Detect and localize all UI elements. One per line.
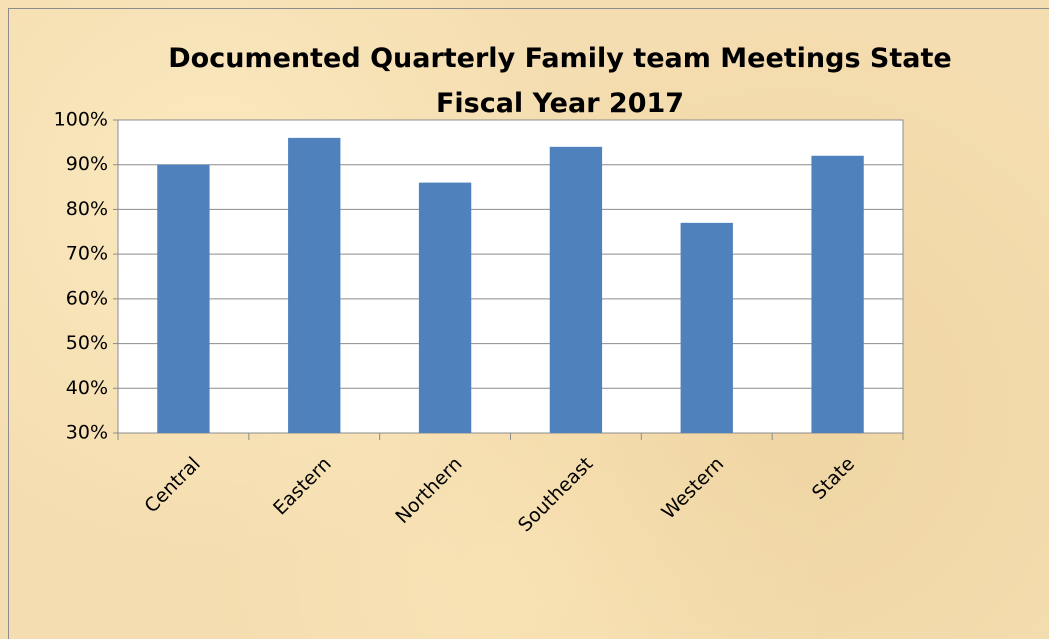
chart-title: Documented Quarterly Family team Meeting… [168, 43, 952, 119]
bar [418, 182, 472, 433]
y-tick-label: 70% [66, 243, 108, 265]
x-tick-label: Northern [391, 453, 466, 528]
bar [549, 146, 603, 434]
bar [288, 137, 341, 433]
y-tick-label: 50% [66, 332, 108, 354]
chart-frame [8, 8, 1049, 639]
x-tick-label: Southeast [514, 453, 597, 536]
x-tick-label: State [808, 453, 859, 504]
y-tick-label: 90% [66, 153, 108, 175]
x-tick-label: Eastern [269, 453, 336, 520]
y-tick-label: 40% [66, 377, 108, 399]
y-tick-label: 80% [66, 198, 108, 220]
bar [811, 155, 864, 433]
bar [680, 222, 733, 433]
plot-area [117, 119, 904, 434]
bar [157, 164, 210, 433]
y-tick-label: 100% [54, 109, 108, 131]
y-tick-label: 60% [66, 287, 108, 309]
x-tick-label: Central [140, 453, 204, 517]
x-tick-label: Western [658, 453, 729, 524]
y-tick-label: 30% [66, 422, 108, 444]
